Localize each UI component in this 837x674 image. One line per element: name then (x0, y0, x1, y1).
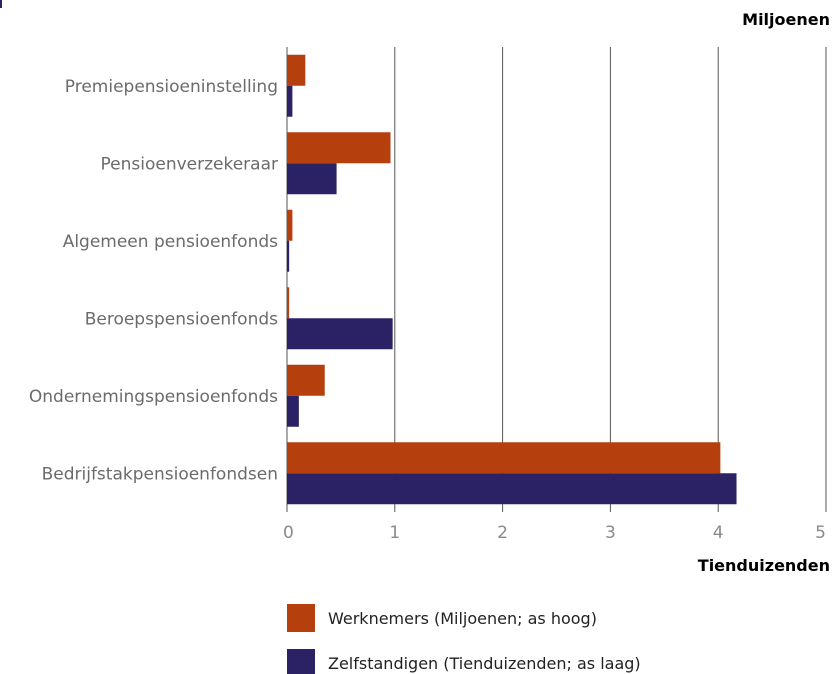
tick-label: 1 (389, 523, 400, 543)
legend-swatch-1 (287, 649, 315, 674)
bar-zelfstandigen-5 (287, 473, 737, 505)
legend-label-1: Zelfstandigen (Tienduizenden; as laag) (328, 654, 641, 673)
category-label: Premiepensioeninstelling (65, 77, 278, 97)
tick-label: 2 (497, 523, 508, 543)
tick-label: 0 (283, 523, 294, 543)
legend-swatch-0 (287, 604, 315, 632)
category-label: Algemeen pensioenfonds (63, 232, 278, 252)
bar-werknemers-4 (287, 364, 325, 396)
tick-label: 5 (815, 523, 826, 543)
category-label: Bedrijfstakpensioenfondsen (42, 464, 278, 484)
bottom-axis-title: Tienduizenden (698, 556, 830, 575)
bar-werknemers-2 (287, 209, 293, 241)
bar-werknemers-0 (287, 54, 306, 86)
bar-werknemers-3 (287, 287, 290, 319)
bar-zelfstandigen-1 (287, 163, 337, 195)
tick-label: 4 (713, 523, 724, 543)
bar-werknemers-1 (287, 132, 391, 164)
bar-zelfstandigen-0 (287, 85, 293, 117)
top-axis-title: Miljoenen (742, 10, 830, 29)
tick-label: 3 (605, 523, 616, 543)
legend-label-0: Werknemers (Miljoenen; as hoog) (328, 609, 597, 628)
corner-mark (0, 0, 2, 8)
bar-zelfstandigen-3 (287, 318, 393, 350)
bar-werknemers-5 (287, 442, 721, 474)
category-label: Pensioenverzekeraar (101, 154, 279, 174)
category-label: Beroepspensioenfonds (85, 309, 278, 329)
bar-zelfstandigen-4 (287, 395, 299, 427)
category-label: Ondernemingspensioenfonds (29, 387, 278, 407)
bar-zelfstandigen-2 (287, 240, 290, 272)
